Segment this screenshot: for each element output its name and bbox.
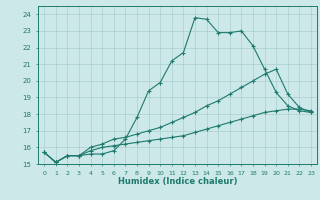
- X-axis label: Humidex (Indice chaleur): Humidex (Indice chaleur): [118, 177, 237, 186]
